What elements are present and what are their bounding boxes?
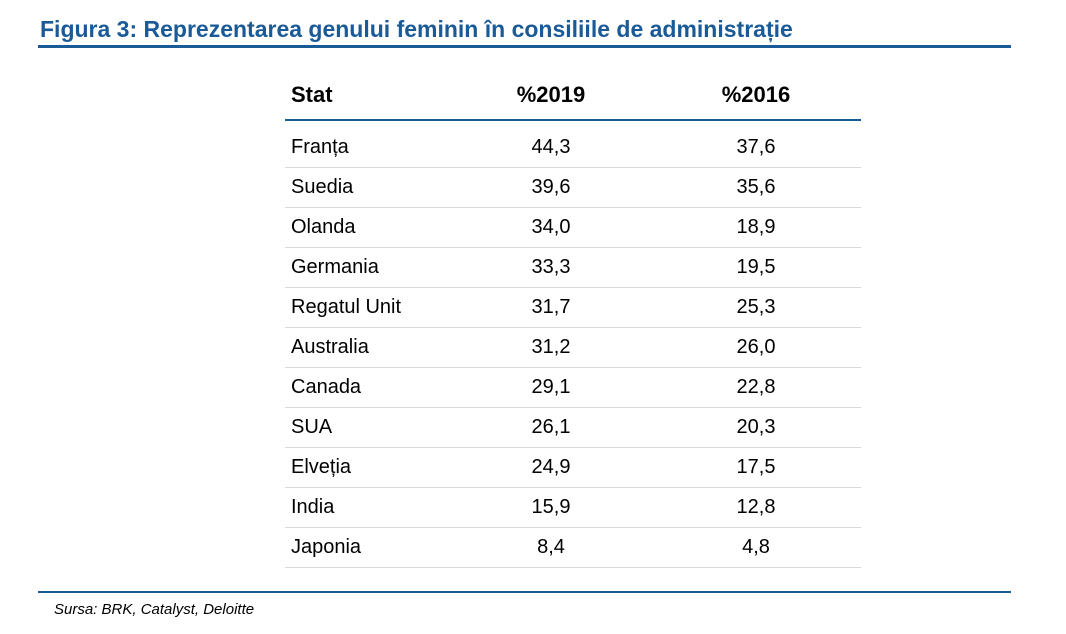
table-header-row: Stat %2019 %2016 [285,70,861,121]
cell-2016: 37,6 [736,136,776,158]
cell-2019: 29,1 [531,376,571,398]
title-rule [38,45,1011,48]
cell-2019: 39,6 [531,176,571,198]
header-2016: %2016 [721,81,791,107]
cell-2019: 31,2 [531,336,571,358]
cell-2016: 26,0 [736,336,776,358]
header-2019: %2019 [516,81,586,107]
table-row: Elveția 24,9 17,5 [285,448,861,488]
cell-stat: Suedia [291,176,354,198]
cell-2016: 25,3 [736,296,776,318]
cell-2019: 31,7 [531,296,571,318]
cell-stat: Germania [291,256,379,278]
table-row: Regatul Unit 31,7 25,3 [285,288,861,328]
table-row: Olanda 34,0 18,9 [285,208,861,248]
cell-2016: 19,5 [736,256,776,278]
cell-2019: 8,4 [537,536,565,558]
cell-stat: Franța [291,136,349,158]
cell-stat: Elveția [291,456,352,478]
cell-2019: 24,9 [531,456,571,478]
cell-stat: Australia [291,336,369,358]
figure-title: Figura 3: Reprezentarea genului feminin … [40,16,793,42]
data-table: Stat %2019 %2016 Franța 44,3 37,6 Suedia… [285,70,861,568]
table-row: Germania 33,3 19,5 [285,248,861,288]
cell-stat: Regatul Unit [291,296,402,318]
cell-stat: Japonia [291,536,362,558]
cell-stat: India [291,496,335,518]
cell-2016: 22,8 [736,376,776,398]
cell-2016: 4,8 [742,536,770,558]
cell-2019: 44,3 [531,136,571,158]
table-row: Japonia 8,4 4,8 [285,528,861,568]
cell-2019: 33,3 [531,256,571,278]
cell-2016: 35,6 [736,176,776,198]
cell-2016: 20,3 [736,416,776,438]
cell-2019: 15,9 [531,496,571,518]
cell-2019: 26,1 [531,416,571,438]
header-stat: Stat [291,81,333,107]
table-row: Canada 29,1 22,8 [285,368,861,408]
cell-2016: 12,8 [736,496,776,518]
cell-2016: 17,5 [736,456,776,478]
table-row: Suedia 39,6 35,6 [285,168,861,208]
table-row: India 15,9 12,8 [285,488,861,528]
cell-2016: 18,9 [736,216,776,238]
cell-stat: Canada [291,376,362,398]
cell-stat: Olanda [291,216,356,238]
table-body: Franța 44,3 37,6 Suedia 39,6 35,6 Olanda… [285,121,861,568]
table-row: Franța 44,3 37,6 [285,128,861,168]
table-row: Australia 31,2 26,0 [285,328,861,368]
bottom-rule [38,591,1011,593]
source-note: Sursa: BRK, Catalyst, Deloitte [54,601,255,618]
cell-2019: 34,0 [531,216,571,238]
cell-stat: SUA [291,416,333,438]
table-row: SUA 26,1 20,3 [285,408,861,448]
